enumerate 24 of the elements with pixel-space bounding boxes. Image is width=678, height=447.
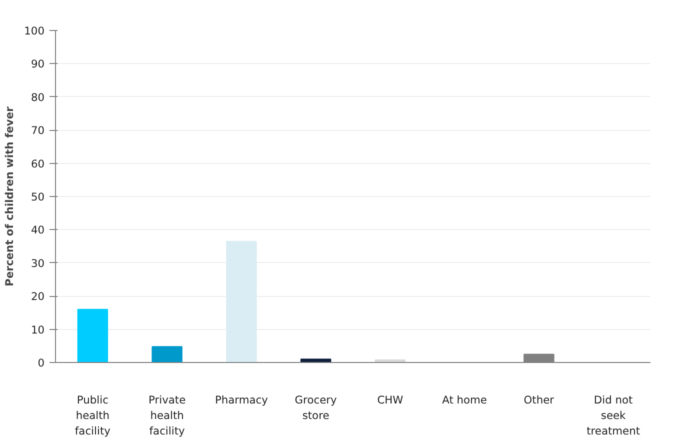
x-tick-label: Other	[524, 394, 555, 406]
y-tick-label: 80	[30, 90, 45, 104]
y-tick-label: 40	[30, 224, 45, 237]
y-tick-label: 10	[30, 323, 45, 336]
bar	[152, 346, 182, 362]
bar	[226, 240, 257, 362]
y-tick-label: 30	[30, 256, 45, 270]
x-tick-label: Did not seek treatment	[586, 394, 640, 438]
x-tick-label: Public health facility	[74, 394, 110, 438]
y-tick-label: 90	[30, 58, 45, 71]
y-tick-label: 50	[30, 190, 45, 204]
bar	[300, 358, 332, 362]
y-tick-label: 0	[38, 356, 45, 370]
y-tick-label: 70	[30, 124, 45, 138]
x-tick-label: Pharmacy	[214, 394, 268, 406]
bar	[77, 308, 108, 362]
x-tick-label: Grocery store	[294, 394, 337, 422]
y-axis-title: Percent of children with fever	[3, 106, 16, 286]
x-tick-label: CHW	[377, 394, 404, 406]
x-tick-label: Private health facility	[148, 394, 186, 438]
y-tick-label: 20	[30, 290, 45, 304]
x-tick-label: At home	[442, 394, 488, 406]
y-tick-label: 100	[24, 24, 45, 38]
y-tick-label: 60	[30, 157, 45, 170]
